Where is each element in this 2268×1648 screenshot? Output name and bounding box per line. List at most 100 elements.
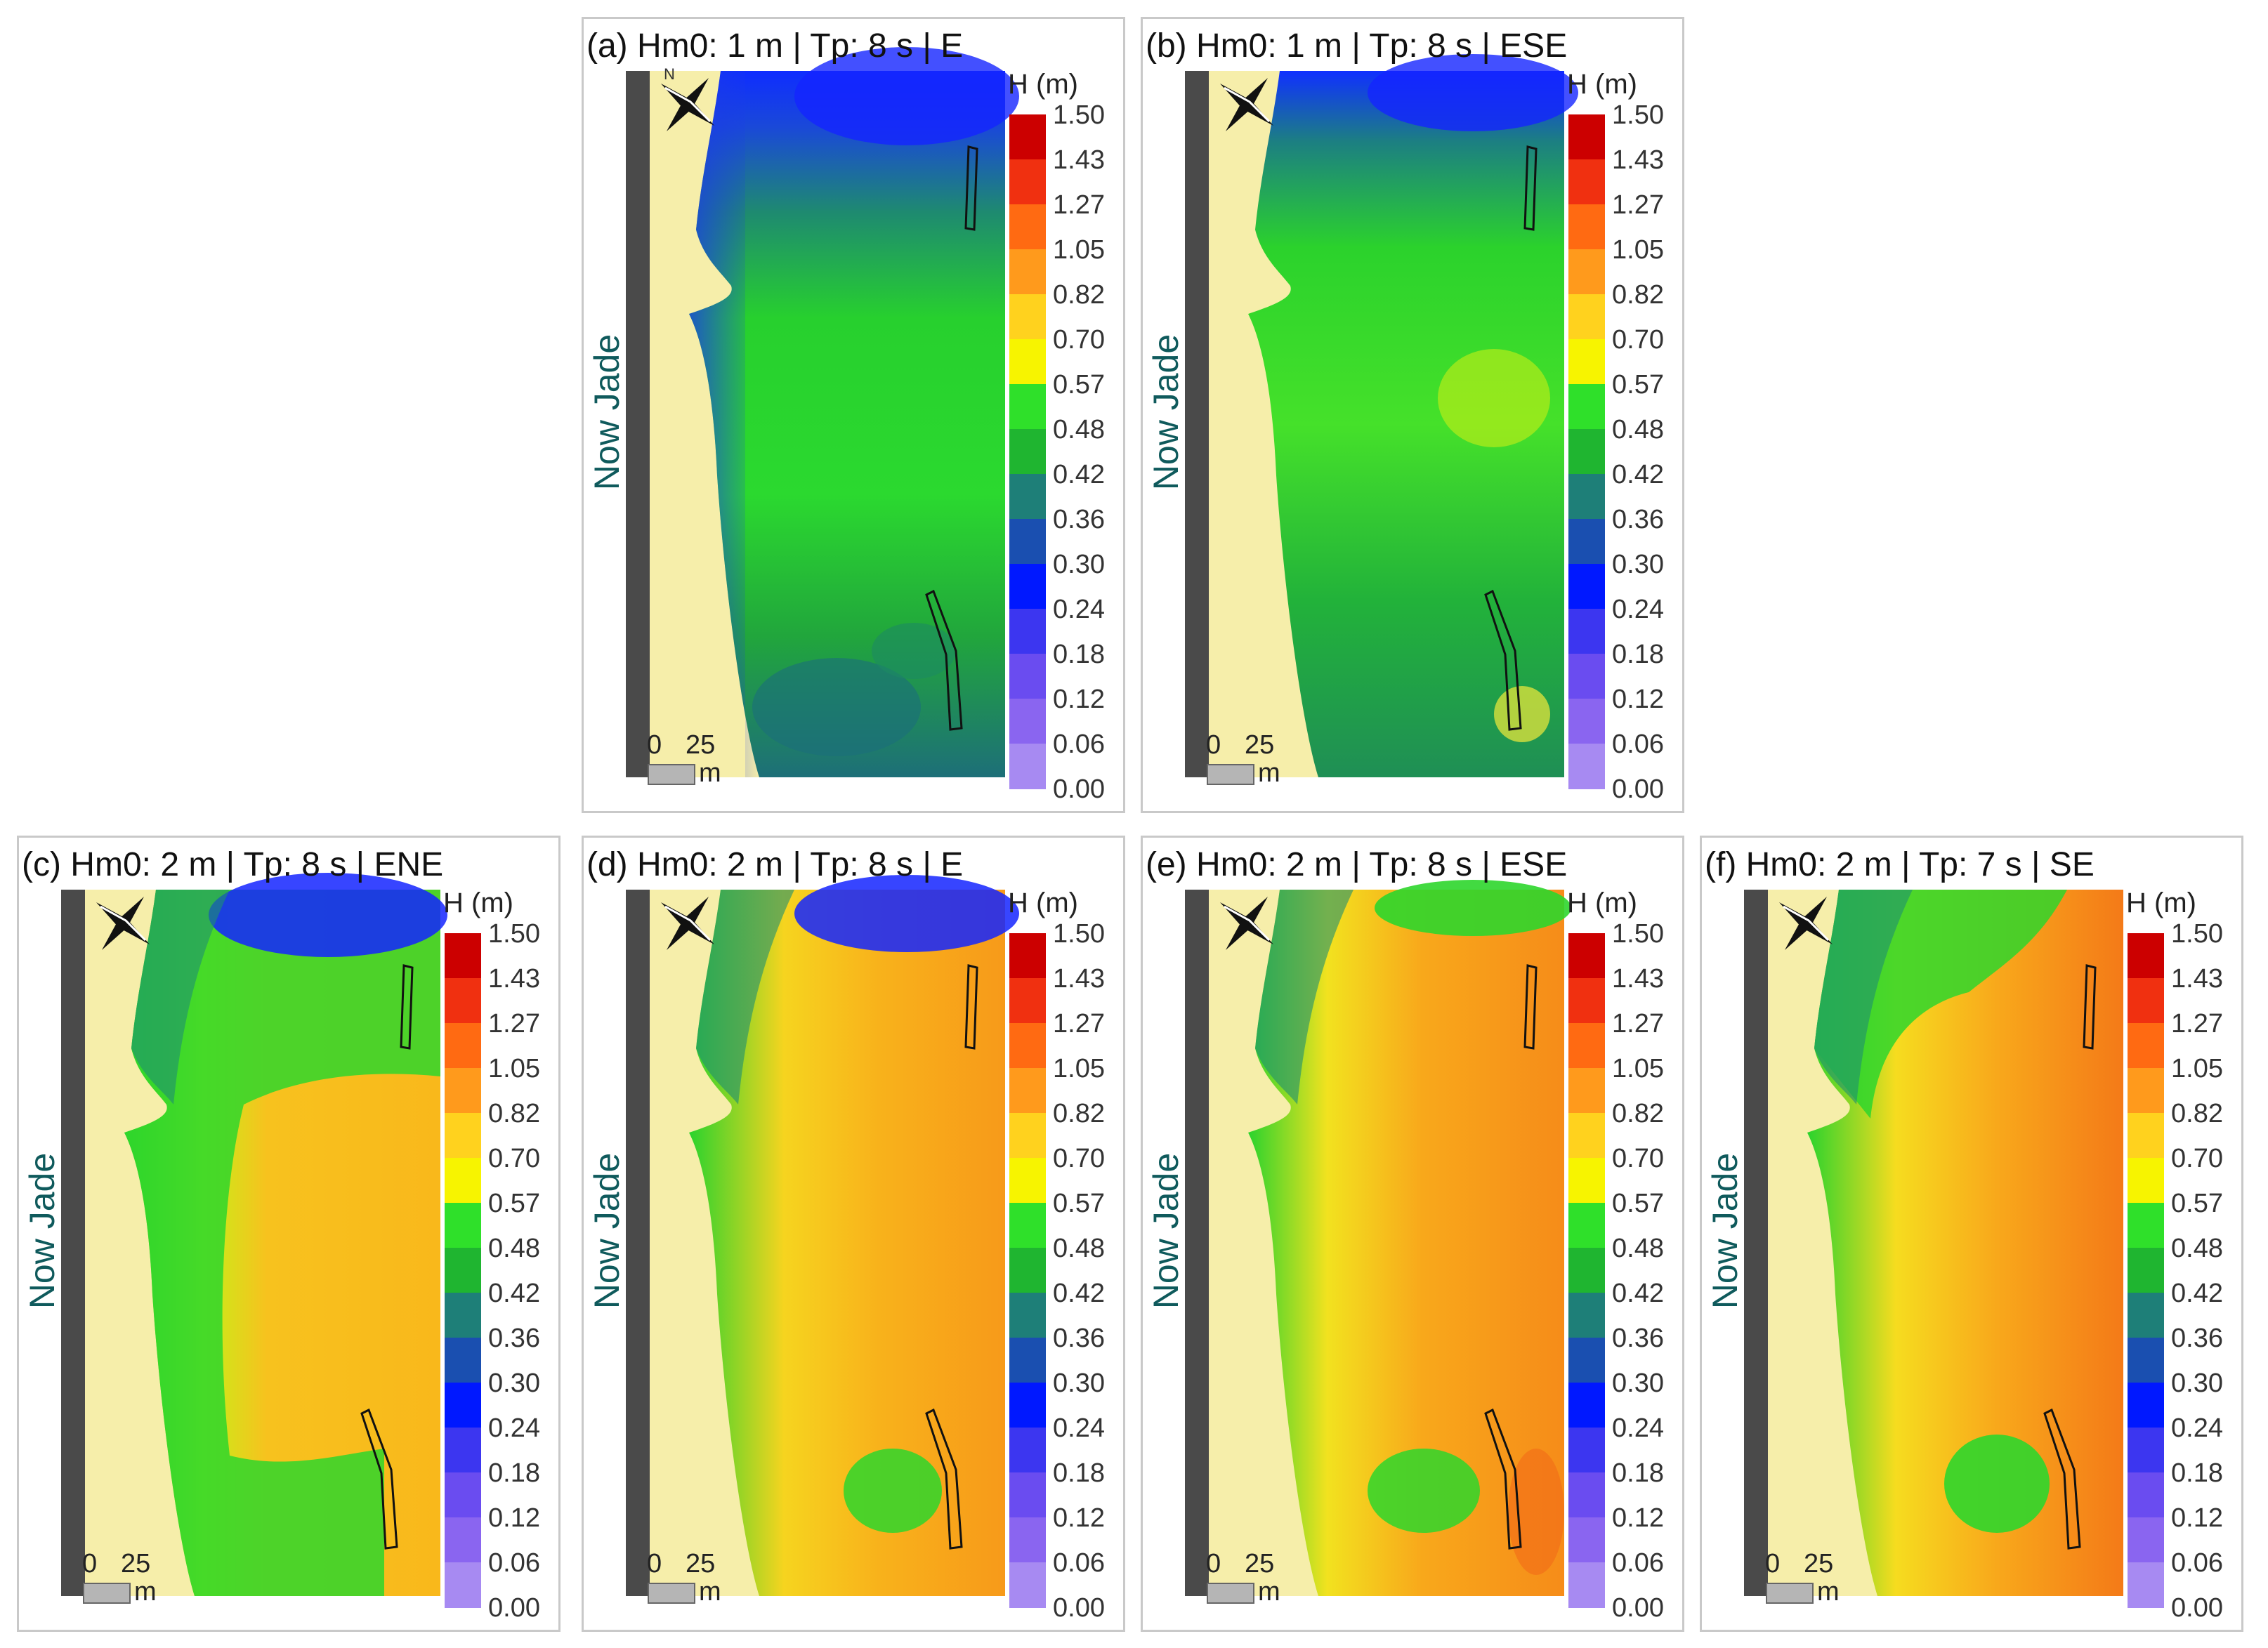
legend-tick-label: 0.70	[2171, 1144, 2223, 1173]
compass-icon	[1220, 78, 1273, 131]
wave-field	[1248, 71, 1564, 777]
panel-b-map: Now Jade 0 25 m (b) Hm0: 1 m | Tp: 8 s |…	[1146, 27, 1664, 804]
legend-band	[445, 1203, 481, 1248]
legend-band	[1009, 1158, 1046, 1204]
legend-tick-label: 0.18	[488, 1458, 540, 1488]
legend-band	[2128, 1338, 2164, 1383]
dike	[1185, 71, 1209, 777]
legend-band	[1568, 519, 1605, 565]
scale-bar	[648, 764, 695, 785]
legend-title: H (m)	[1008, 888, 1078, 918]
legend-tick-label: 0.48	[1612, 415, 1664, 444]
legend-tick-label: 0.06	[488, 1548, 540, 1578]
legend-band	[1009, 1293, 1046, 1338]
legend-band	[1009, 933, 1046, 979]
legend-band	[445, 1428, 481, 1473]
legend-tick-label: 1.27	[1612, 190, 1664, 220]
legend-band	[1568, 1338, 1605, 1383]
compass-icon	[1220, 897, 1273, 950]
legend-band	[1568, 1472, 1605, 1518]
legend-tick-label: 1.50	[1053, 100, 1105, 130]
legend-band	[2128, 1248, 2164, 1293]
legend-tick-label: 0.82	[2171, 1099, 2223, 1128]
legend-band	[1009, 1562, 1046, 1608]
panel-a: N Now Jade 0 25 m (a) Hm0: 1 m | Tp: 8 s…	[582, 17, 1125, 813]
breakwater-south	[925, 1408, 963, 1550]
legend-band	[1009, 1248, 1046, 1293]
legend-band	[1568, 1158, 1605, 1204]
legend-tick-label: 0.82	[1612, 280, 1664, 310]
legend-tick-label: 0.18	[2171, 1458, 2223, 1488]
legend-band	[1568, 339, 1605, 385]
panel-e-title: (e) Hm0: 2 m | Tp: 8 s | ESE	[1146, 846, 1567, 883]
legend-band	[1568, 294, 1605, 340]
legend-band	[1009, 114, 1046, 160]
legend-tick-label: 0.57	[1053, 370, 1105, 400]
legend-band	[1568, 429, 1605, 475]
breakwater-south	[1484, 1408, 1522, 1550]
svg-text:m: m	[1258, 1577, 1280, 1607]
legend-band	[1568, 1383, 1605, 1428]
svg-text:25: 25	[686, 730, 715, 760]
legend-tick-label: 0.48	[2171, 1234, 2223, 1263]
legend-band	[2128, 1428, 2164, 1473]
legend-tick-label: 0.30	[1612, 550, 1664, 579]
panel-e: Now Jade 0 25 m (e) Hm0: 2 m | Tp: 8 s |…	[1141, 836, 1684, 1632]
svg-text:0: 0	[1765, 1549, 1780, 1578]
legend-band	[1009, 294, 1046, 340]
legend-tick-label: 0.12	[1053, 685, 1105, 714]
legend-tick-label: 0.42	[1053, 1279, 1105, 1308]
site-label: Now Jade	[1146, 1153, 1186, 1309]
legend-tick-label: 0.48	[488, 1234, 540, 1263]
legend-band	[445, 1113, 481, 1159]
site-label: Now Jade	[587, 1153, 627, 1309]
legend-band	[1568, 204, 1605, 250]
legend-band	[1009, 654, 1046, 699]
legend-tick-label: 0.57	[1612, 370, 1664, 400]
site-label: Now Jade	[1705, 1153, 1745, 1309]
legend-band	[2128, 1068, 2164, 1114]
panel-f-map: Now Jade 0 25 m (f) Hm0: 2 m | Tp: 7 s |…	[1705, 846, 2223, 1623]
legend-tick-label: 0.42	[1612, 460, 1664, 489]
legend-tick-label: 0.12	[1612, 685, 1664, 714]
legend-tick-label: 0.70	[1053, 325, 1105, 355]
panel-d-title: (d) Hm0: 2 m | Tp: 8 s | E	[586, 846, 963, 883]
legend-tick-label: 0.57	[1612, 1189, 1664, 1218]
legend-band	[445, 1293, 481, 1338]
legend-tick-label: 0.42	[488, 1279, 540, 1308]
legend-band	[445, 978, 481, 1024]
svg-text:25: 25	[1245, 1549, 1274, 1578]
panel-f: Now Jade 0 25 m (f) Hm0: 2 m | Tp: 7 s |…	[1700, 836, 2243, 1632]
legend-tick-label: 0.18	[1612, 640, 1664, 669]
wave-field	[689, 890, 1005, 1596]
svg-text:m: m	[1258, 758, 1280, 788]
color-legend: 1.50 1.43 1.27 1.05 0.82 0.70 0.57 0.48 0.42 0.36…	[1009, 100, 1105, 804]
legend-band	[1568, 249, 1605, 295]
dike	[626, 890, 650, 1596]
legend-tick-label: 0.00	[488, 1593, 540, 1623]
legend-title: H (m)	[443, 888, 513, 918]
legend-tick-label: 0.18	[1612, 1458, 1664, 1488]
legend-band	[2128, 933, 2164, 979]
legend-band	[2128, 1023, 2164, 1069]
legend-band	[2128, 1113, 2164, 1159]
legend-band	[1568, 699, 1605, 744]
legend-band	[1009, 204, 1046, 250]
legend-tick-label: 0.42	[1053, 460, 1105, 489]
legend-tick-label: 1.27	[1612, 1009, 1664, 1039]
legend-tick-label: 1.50	[1612, 100, 1664, 130]
legend-band	[1009, 1113, 1046, 1159]
legend-band	[1009, 159, 1046, 205]
breakwater-north	[964, 145, 978, 231]
legend-tick-label: 0.42	[1612, 1279, 1664, 1308]
legend-tick-label: 0.36	[2171, 1324, 2223, 1353]
legend-band	[1568, 609, 1605, 654]
legend-band	[1009, 1472, 1046, 1518]
legend-band	[1568, 1293, 1605, 1338]
legend-band	[1568, 1113, 1605, 1159]
legend-band	[1009, 744, 1046, 789]
legend-band	[1568, 654, 1605, 699]
legend-band	[1568, 1428, 1605, 1473]
legend-tick-label: 0.06	[1612, 1548, 1664, 1578]
legend-band	[1009, 1023, 1046, 1069]
